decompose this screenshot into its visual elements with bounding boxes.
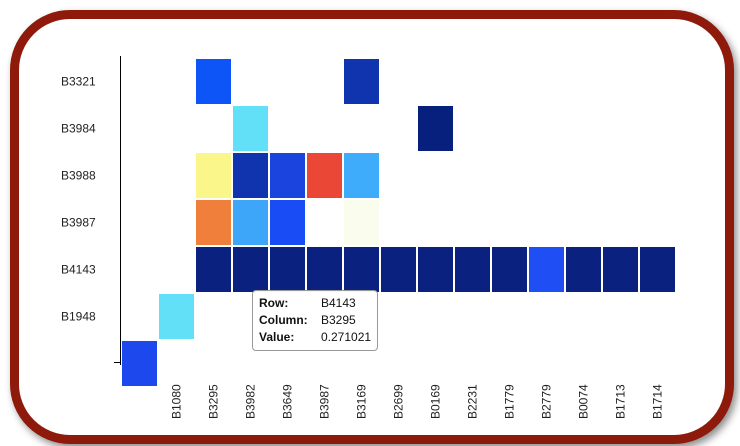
heatmap-cell[interactable] — [381, 247, 416, 292]
heatmap-cell[interactable] — [307, 153, 342, 198]
y-tick-label: B3988 — [61, 169, 96, 183]
x-tick-label: B3649 — [281, 384, 295, 419]
x-tick-label: B2231 — [466, 384, 480, 419]
tooltip-column-label: Column: — [259, 313, 308, 327]
heatmap-cell[interactable] — [233, 106, 268, 151]
heatmap-cell[interactable] — [307, 247, 342, 292]
heatmap-cell[interactable] — [640, 247, 675, 292]
cell-tooltip: Row: B4143 Column: B3295 Value: 0.271021 — [252, 290, 379, 351]
heatmap-cells — [122, 59, 675, 386]
heatmap-cell[interactable] — [159, 294, 194, 339]
heatmap-cell[interactable] — [270, 200, 305, 245]
heatmap-cell[interactable] — [418, 247, 453, 292]
heatmap-cell[interactable] — [603, 247, 638, 292]
chart-frame: B3321 B3984 B3988 B3987 B4143 B1948 B1080 B329… — [10, 10, 734, 444]
heatmap-cell[interactable] — [418, 106, 453, 151]
x-tick-label: B2699 — [392, 384, 406, 419]
x-tick-label: B1713 — [614, 384, 628, 419]
heatmap-cell[interactable] — [122, 341, 157, 386]
y-tick-labels: B3321 B3984 B3988 B3987 B4143 B1948 — [61, 75, 96, 324]
heatmap-cell[interactable] — [492, 247, 527, 292]
tooltip-value-label: Value: — [259, 330, 295, 344]
heatmap-cell[interactable] — [529, 247, 564, 292]
x-tick-label: B3987 — [318, 384, 332, 419]
heatmap-cell[interactable] — [455, 247, 490, 292]
tooltip-column-value: B3295 — [321, 313, 356, 327]
tooltip-row-value: B4143 — [321, 296, 356, 310]
heatmap-cell[interactable] — [344, 153, 379, 198]
y-tick-label: B3321 — [61, 75, 96, 89]
x-tick-label: B3169 — [355, 384, 369, 419]
heatmap-cell[interactable] — [233, 153, 268, 198]
tooltip-row-label: Row: — [259, 296, 289, 310]
heatmap-cell[interactable] — [566, 247, 601, 292]
x-tick-label: B0074 — [577, 384, 591, 419]
heatmap-cell[interactable] — [344, 59, 379, 104]
x-tick-label: B1714 — [651, 384, 665, 419]
heatmap-cell[interactable] — [233, 200, 268, 245]
heatmap-chart: B3321 B3984 B3988 B3987 B4143 B1948 B1080 B329… — [61, 56, 675, 419]
heatmap-cell[interactable] — [344, 247, 379, 292]
heatmap-cell[interactable] — [196, 153, 231, 198]
x-tick-label: B0169 — [429, 384, 443, 419]
heatmap-cell[interactable] — [233, 247, 268, 292]
x-tick-label: B1080 — [170, 384, 184, 419]
x-tick-label: B3982 — [244, 384, 258, 419]
x-tick-label: B2779 — [540, 384, 554, 419]
heatmap-cell[interactable] — [270, 247, 305, 292]
y-tick-label: B1948 — [61, 310, 96, 324]
heatmap-cell[interactable] — [196, 247, 231, 292]
heatmap-cell[interactable] — [344, 200, 379, 245]
x-tick-label: B3295 — [207, 384, 221, 419]
y-tick-label: B4143 — [61, 263, 96, 277]
heatmap-cell[interactable] — [196, 59, 231, 104]
heatmap-cell[interactable] — [196, 200, 231, 245]
y-tick-label: B3984 — [61, 122, 96, 136]
tooltip-value-value: 0.271021 — [321, 330, 372, 344]
x-tick-labels: B1080 B3295 B3982 B3649 B3987 B3169 B2699 B0169… — [170, 384, 665, 419]
x-tick-label: B1779 — [503, 384, 517, 419]
y-tick-label: B3987 — [61, 216, 96, 230]
heatmap-cell[interactable] — [270, 153, 305, 198]
